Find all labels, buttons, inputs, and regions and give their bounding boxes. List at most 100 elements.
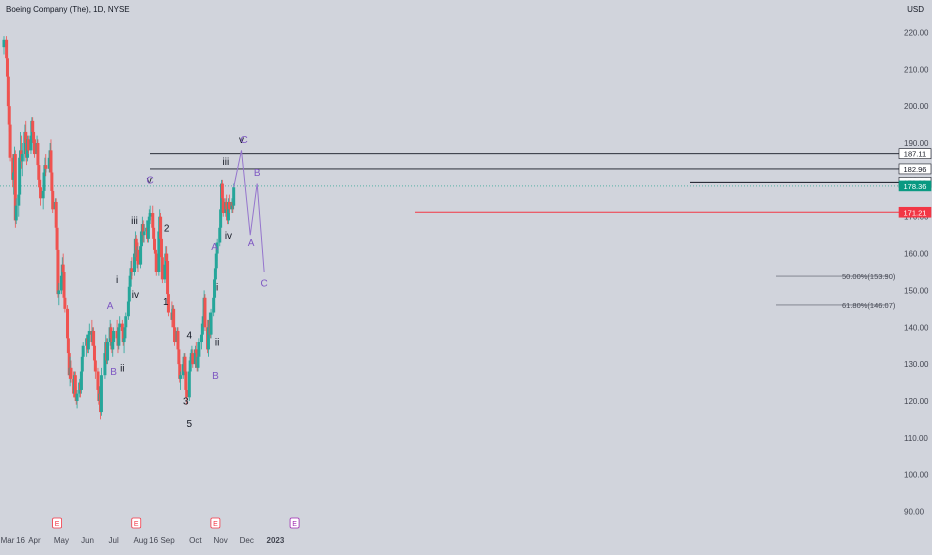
candle-body <box>31 120 35 132</box>
candle <box>209 308 213 339</box>
wave-label: iv <box>132 290 139 301</box>
candle <box>179 371 183 390</box>
candle <box>75 389 79 409</box>
candle <box>221 190 225 217</box>
x-tick-label: Nov <box>214 536 228 545</box>
candle-body <box>120 323 124 331</box>
candle <box>189 349 193 372</box>
earnings-marker <box>52 517 62 529</box>
x-tick-label: Sep <box>160 536 175 545</box>
wave-label: 5 <box>187 419 193 430</box>
candle-body <box>66 338 70 354</box>
candle-body <box>181 364 185 376</box>
y-tick-label: 100.00 <box>904 471 929 480</box>
x-tick-label: May <box>54 536 69 545</box>
candle <box>96 367 100 394</box>
candle-body <box>232 187 236 206</box>
candle-body <box>17 194 21 206</box>
fib-level-label: 61.80%(146.07) <box>842 301 896 310</box>
wave-label: v <box>147 176 152 187</box>
candle-body <box>5 58 9 77</box>
candle <box>136 242 140 272</box>
candle <box>32 135 36 158</box>
candle-body <box>55 227 59 250</box>
candle-body <box>50 172 54 191</box>
candle <box>2 36 6 55</box>
candle-body <box>178 364 182 379</box>
candle-body <box>96 371 100 390</box>
candle-body <box>139 246 143 265</box>
candle-body <box>26 139 30 151</box>
candle <box>55 227 59 254</box>
y-tick-label: 200.00 <box>904 102 929 111</box>
candle <box>20 143 24 177</box>
x-tick-label: Mar <box>1 536 15 545</box>
candle <box>56 249 60 298</box>
x-tick-label: Aug <box>133 536 147 545</box>
candle <box>172 305 176 331</box>
candle-body <box>32 131 36 140</box>
candle <box>81 342 85 365</box>
candle <box>51 187 55 214</box>
candle-body <box>153 238 157 250</box>
candle-body <box>213 268 217 280</box>
candle-body <box>215 242 219 254</box>
candle-body <box>75 393 79 401</box>
y-tick-label: 130.00 <box>904 360 929 369</box>
candle <box>66 305 70 343</box>
price-tag-label: 187.11 <box>904 150 926 159</box>
candle <box>191 349 195 368</box>
candle <box>213 275 217 306</box>
wave-label: ii <box>120 364 124 375</box>
candle-body <box>92 345 96 361</box>
candle-body <box>63 297 67 309</box>
y-tick-label: 160.00 <box>904 250 929 259</box>
candle-body <box>11 157 15 180</box>
candle <box>112 327 116 346</box>
candle <box>127 283 131 306</box>
wave-label: v <box>239 135 244 146</box>
candle <box>26 135 30 155</box>
candle-body <box>136 249 140 265</box>
candle-body <box>126 301 130 317</box>
candle-body <box>176 330 180 350</box>
candle-body <box>86 334 90 350</box>
wave-label: A <box>107 301 114 312</box>
price-tag <box>898 148 932 159</box>
wave-label: B <box>212 371 219 382</box>
candle <box>18 154 22 199</box>
candle <box>115 319 119 343</box>
candle-body <box>51 190 55 210</box>
candle <box>219 205 223 232</box>
candle-body <box>219 209 223 228</box>
candle <box>178 360 182 383</box>
earnings-marker-label: E <box>55 521 60 528</box>
candle-body <box>201 316 205 324</box>
candle-body <box>109 327 113 339</box>
candle <box>139 242 143 269</box>
candle <box>206 323 210 357</box>
candle <box>6 72 10 110</box>
candle-body <box>227 201 231 210</box>
candle <box>50 168 54 195</box>
candle-body <box>103 353 107 376</box>
candle-body <box>124 316 128 328</box>
candle-body <box>81 345 85 357</box>
price-tag <box>898 206 932 218</box>
wave-label: 4 <box>187 330 193 341</box>
y-tick-label: 150.00 <box>904 286 929 295</box>
candle-body <box>79 371 83 390</box>
candle-body <box>6 76 10 107</box>
candle-body <box>146 220 150 239</box>
candle <box>93 356 97 379</box>
candle-body <box>185 389 189 398</box>
price-tag <box>898 163 932 175</box>
candle <box>8 120 12 162</box>
wave-label: 2 <box>164 223 170 234</box>
x-tick-label: Dec <box>240 536 254 545</box>
candle <box>166 290 170 317</box>
candle-body <box>127 286 131 302</box>
candle-body <box>67 353 71 376</box>
